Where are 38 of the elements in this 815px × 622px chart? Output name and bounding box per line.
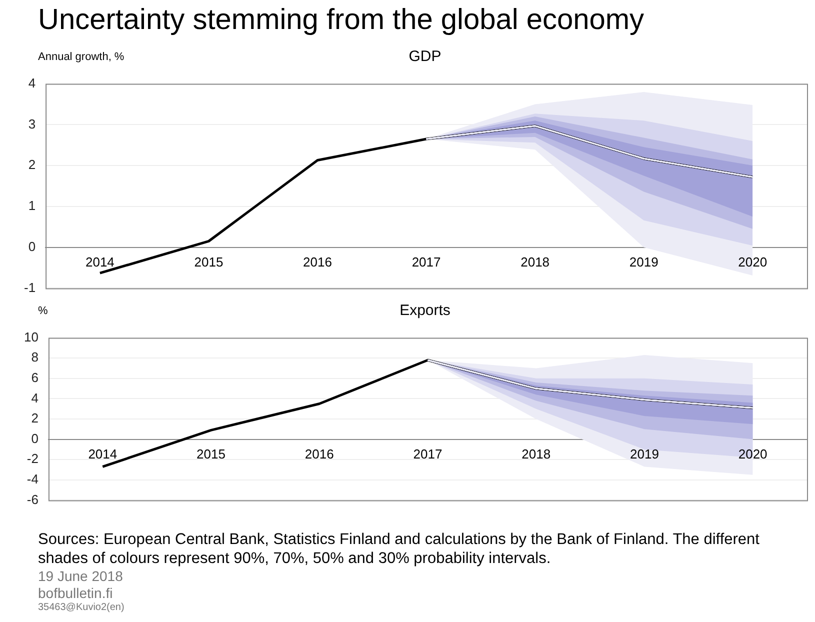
x-tick-label: 2017 (413, 446, 442, 462)
chart-title: Uncertainty stemming from the global economy (38, 4, 644, 37)
x-tick-label: 2020 (738, 446, 768, 462)
text: 19 June 2018 (38, 568, 124, 585)
x-tick-label: 2018 (520, 254, 550, 270)
y-tick-label: 0 (31, 430, 38, 446)
y-tick-label: 3 (28, 116, 36, 132)
y-tick-label: 8 (31, 350, 38, 365)
chart-subtitle: Exports (400, 302, 450, 319)
y-tick-label: 0 (28, 238, 36, 254)
chart-subtitle: GDP (408, 48, 442, 65)
y-tick-label: 10 (24, 329, 38, 344)
x-tick-label: 2014 (88, 446, 118, 462)
x-tick-label: 2015 (196, 446, 226, 462)
text: 35463@Kuvio2(en) (38, 602, 126, 613)
y-tick-label: 4 (31, 390, 38, 406)
x-tick-label: 2018 (522, 446, 551, 462)
y-axis-title: % (38, 305, 48, 317)
x-tick-label: 2019 (630, 446, 659, 462)
y-tick-label: 1 (28, 198, 36, 214)
y-tick-label: -6 (26, 492, 38, 507)
y-tick-label: -1 (24, 280, 36, 295)
x-tick-label: 2020 (738, 254, 768, 270)
y-axis-title: Annual growth, % (38, 51, 124, 63)
x-tick-label: 2016 (304, 446, 334, 462)
y-tick-label: -4 (26, 471, 38, 486)
y-tick-label: 2 (28, 157, 36, 172)
x-tick-label: 2019 (629, 254, 658, 270)
y-tick-label: -2 (26, 451, 38, 466)
x-tick-label: 2017 (412, 254, 441, 270)
y-tick-label: 2 (31, 410, 38, 426)
y-tick-label: 4 (28, 75, 36, 90)
x-tick-label: 2016 (303, 254, 332, 270)
source-note: Sources: European Central Bank, Statistics Finland and calculations by the Bank of Finland. The different shades of colours represent 90%, 70%, 50% and 30% probability intervals. (38, 530, 760, 568)
text: bofbulletin.fi (38, 585, 114, 602)
x-tick-label: 2014 (85, 254, 114, 270)
y-tick-label: 6 (31, 370, 38, 385)
x-tick-label: 2015 (194, 254, 224, 270)
